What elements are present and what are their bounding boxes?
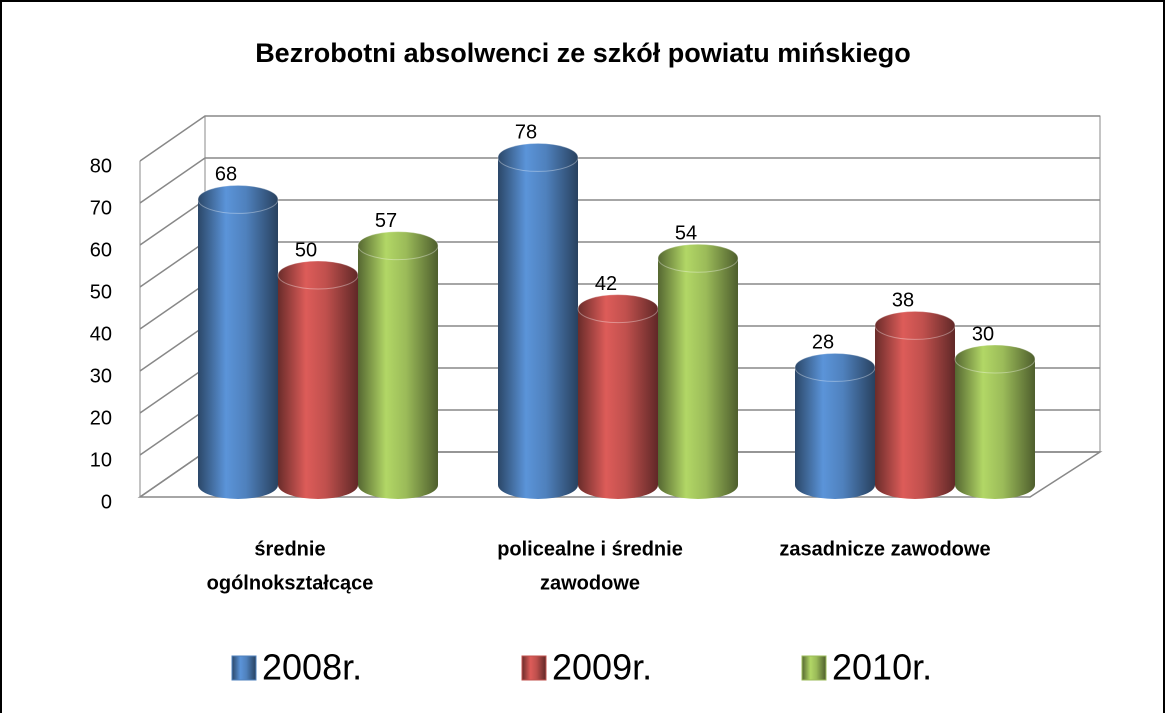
y-tick-label: 60 [90, 239, 112, 261]
legend-label: 2010r. [832, 647, 932, 688]
bar-body [358, 245, 438, 499]
value-label: 30 [972, 323, 994, 345]
bar-body [278, 275, 358, 499]
y-tick-label: 50 [90, 281, 112, 303]
bar [497, 142, 579, 499]
bar [657, 243, 739, 499]
bar-body [955, 359, 1035, 499]
x-tick-label: średnie [254, 538, 325, 560]
y-tick-label: 0 [101, 491, 112, 513]
bar-body [658, 258, 738, 499]
chart-title: Bezrobotni absolwenci ze szkół powiatu m… [255, 38, 911, 68]
grid-line [139, 115, 1100, 162]
bar-body [795, 367, 875, 499]
bar [577, 294, 659, 499]
value-label: 42 [595, 273, 617, 295]
bar-top [874, 310, 956, 340]
bar-top [954, 344, 1036, 374]
y-tick-label: 70 [90, 197, 112, 219]
grid-line [139, 157, 1100, 204]
y-tick-label: 30 [90, 365, 112, 387]
bar-body [198, 199, 278, 499]
bar [357, 231, 439, 499]
legend-label: 2008r. [262, 647, 362, 688]
value-label: 28 [812, 332, 834, 354]
bar-top [577, 294, 659, 324]
x-tick-label: ogólnokształcące [207, 572, 374, 594]
bar-top [657, 243, 739, 273]
bar [794, 352, 876, 499]
y-tick-label: 40 [90, 323, 112, 345]
value-label: 57 [375, 210, 397, 232]
value-label: 78 [515, 122, 537, 144]
legend-swatch [801, 655, 827, 681]
bar-top [497, 142, 579, 172]
bar-top [197, 184, 279, 214]
x-tick-label: zasadnicze zawodowe [779, 538, 990, 560]
bar-body [498, 157, 578, 499]
bar [874, 310, 956, 499]
legend-swatch [521, 655, 547, 681]
legend-label: 2009r. [552, 647, 652, 688]
legend-swatch [231, 655, 257, 681]
value-label: 50 [295, 239, 317, 261]
bar [954, 344, 1036, 499]
bar-top [357, 231, 439, 261]
bar [277, 260, 359, 499]
bar-body [875, 325, 955, 499]
y-tick-label: 10 [90, 449, 112, 471]
value-label: 38 [892, 290, 914, 312]
bar [197, 184, 279, 499]
bar-top [794, 352, 876, 382]
value-label: 68 [215, 164, 237, 186]
bar-body [578, 308, 658, 499]
y-tick-label: 80 [90, 155, 112, 177]
x-tick-label: zawodowe [540, 572, 640, 594]
bar-top [277, 260, 359, 290]
y-tick-label: 20 [90, 407, 112, 429]
x-tick-label: policealne i średnie [497, 538, 683, 560]
value-label: 54 [675, 222, 697, 244]
